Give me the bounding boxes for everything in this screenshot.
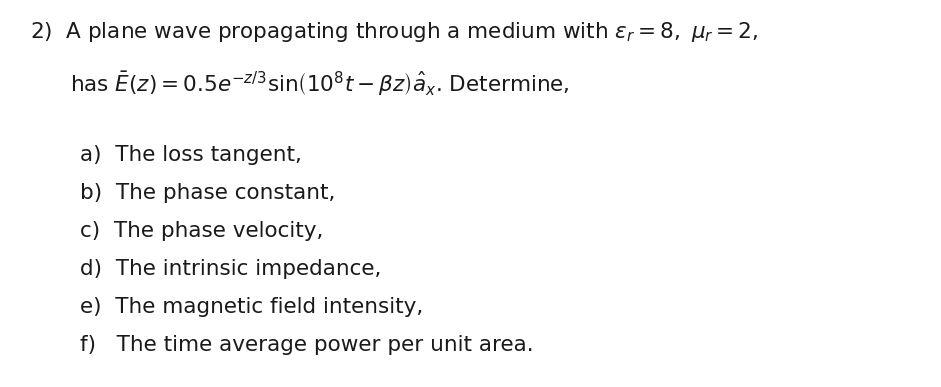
Text: e)  The magnetic field intensity,: e) The magnetic field intensity,: [80, 297, 423, 317]
Text: a)  The loss tangent,: a) The loss tangent,: [80, 145, 302, 165]
Text: has $\bar{E}(z)=0.5e^{-z/3}\sin\!\left(10^8 t-\beta z\right)\hat{a}_x$. Determin: has $\bar{E}(z)=0.5e^{-z/3}\sin\!\left(1…: [70, 70, 569, 98]
Text: c)  The phase velocity,: c) The phase velocity,: [80, 221, 324, 241]
Text: d)  The intrinsic impedance,: d) The intrinsic impedance,: [80, 259, 381, 279]
Text: 2)  A plane wave propagating through a medium with $\varepsilon_r =8,\ \mu_r = 2: 2) A plane wave propagating through a me…: [30, 20, 758, 44]
Text: f)   The time average power per unit area.: f) The time average power per unit area.: [80, 335, 534, 355]
Text: b)  The phase constant,: b) The phase constant,: [80, 183, 335, 203]
